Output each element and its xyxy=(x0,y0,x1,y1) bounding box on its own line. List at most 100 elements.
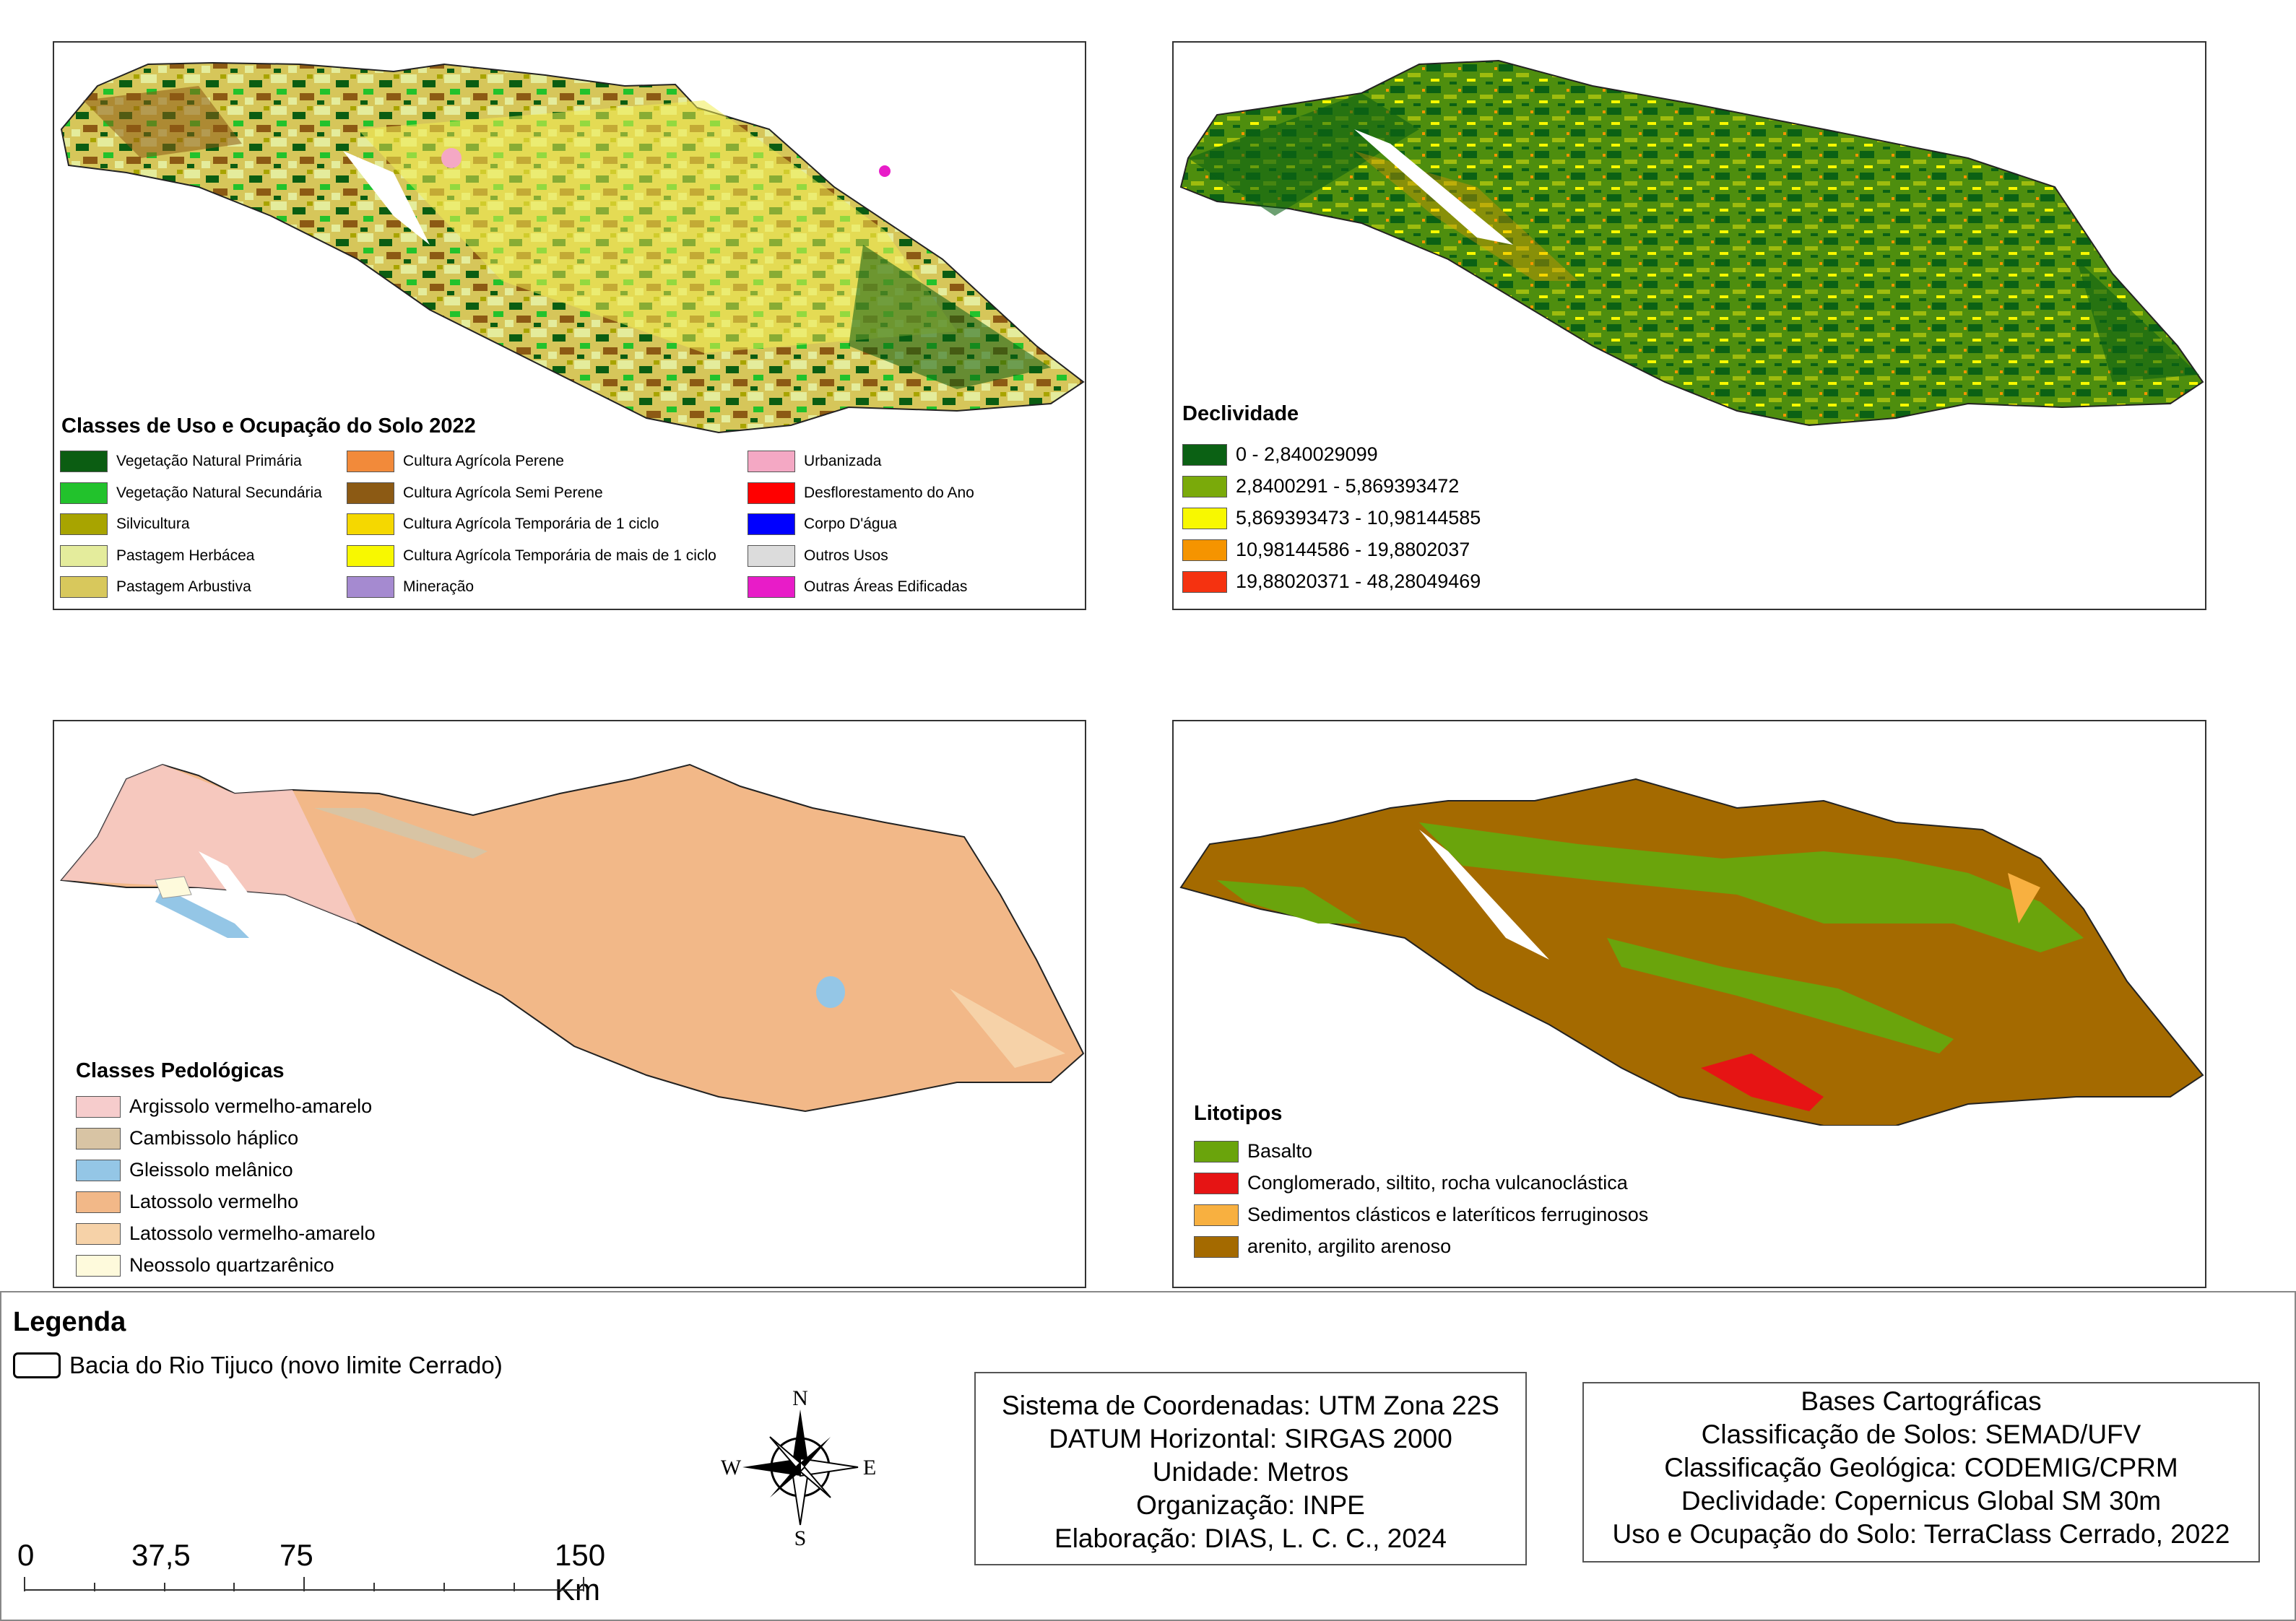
geology-legend-item: Basalto xyxy=(1194,1140,1312,1162)
land-use-legend-label: Outros Usos xyxy=(804,547,888,564)
land-use-legend-item: Pastagem Herbácea xyxy=(60,544,254,567)
slope-legend-title: Declividade xyxy=(1182,402,1299,425)
geology-legend-item: arenito, argilito arenoso xyxy=(1194,1235,1451,1258)
land-use-legend-item: Desflorestamento do Ano xyxy=(748,482,974,504)
soils-legend-item: Neossolo quartzarênico xyxy=(76,1254,334,1277)
soils-legend-label: Argissolo vermelho-amarelo xyxy=(129,1095,373,1117)
soils-legend-item: Latossolo vermelho-amarelo xyxy=(76,1222,376,1245)
basin-outline-swatch xyxy=(13,1352,61,1378)
scale-label-37-5: 37,5 xyxy=(131,1538,191,1572)
land-use-legend-item: Cultura Agrícola Semi Perene xyxy=(347,482,603,504)
land-use-swatch xyxy=(748,544,795,567)
geology-legend-label: arenito, argilito arenoso xyxy=(1247,1235,1452,1257)
coord-line-3: Unidade: Metros xyxy=(1152,1457,1349,1487)
geology-map xyxy=(1179,778,2204,1126)
scale-label-75: 75 xyxy=(280,1538,313,1572)
soils-legend-item: Gleissolo melânico xyxy=(76,1159,293,1181)
land-use-map xyxy=(60,61,1085,434)
coord-line-5: Elaboração: DIAS, L. C. C., 2024 xyxy=(1054,1524,1447,1553)
soils-swatch xyxy=(76,1222,121,1245)
land-use-legend-label: Outras Áreas Edificadas xyxy=(804,578,968,595)
land-use-legend-item: Urbanizada xyxy=(748,451,881,472)
coord-line-4: Organização: INPE xyxy=(1136,1490,1365,1520)
geology-legend-label: Conglomerado, siltito, rocha vulcanoclás… xyxy=(1247,1172,1628,1194)
land-use-swatch xyxy=(748,576,795,598)
basin-legend-item: Bacia do Rio Tijuco (novo limite Cerrado… xyxy=(13,1352,503,1379)
tijuco-basin-soils xyxy=(60,763,1085,1113)
land-use-legend-label: Vegetação Natural Primária xyxy=(116,453,302,469)
geology-swatch xyxy=(1194,1204,1239,1226)
slope-legend-item: 0 - 2,840029099 xyxy=(1182,443,1378,466)
soils-swatch xyxy=(76,1159,121,1181)
slope-panel: Declividade 0 - 2,840029099 2,8400291 - 5… xyxy=(1172,41,2206,610)
land-use-legend-title: Classes de Uso e Ocupação do Solo 2022 xyxy=(61,414,476,438)
slope-legend-item: 2,8400291 - 5,869393472 xyxy=(1182,475,1459,497)
geology-swatch xyxy=(1194,1140,1239,1162)
sources-line-5: Uso e Ocupação do Solo: TerraClass Cerra… xyxy=(1612,1519,2230,1549)
slope-legend-item: 5,869393473 - 10,98144585 xyxy=(1182,507,1481,529)
bottom-legend-frame: Legenda Bacia do Rio Tijuco (novo limite… xyxy=(0,1291,2296,1621)
soils-legend-item: Latossolo vermelho xyxy=(76,1191,298,1213)
soils-swatch xyxy=(76,1191,121,1213)
land-use-legend-label: Pastagem Arbustiva xyxy=(116,578,251,595)
slope-legend-label: 19,88020371 - 48,28049469 xyxy=(1236,570,1481,592)
scale-bar-graphic xyxy=(24,1577,584,1591)
compass-e: E xyxy=(863,1456,876,1479)
land-use-swatch xyxy=(748,482,795,504)
soils-map xyxy=(60,763,1085,1113)
tijuco-basin-slope xyxy=(1179,59,2204,427)
slope-legend-label: 10,98144586 - 19,8802037 xyxy=(1236,539,1470,560)
land-use-swatch xyxy=(60,513,108,535)
land-use-swatch xyxy=(60,482,108,504)
compass-n: N xyxy=(792,1388,808,1410)
coordinate-system-box: Sistema de Coordenadas: UTM Zona 22S DAT… xyxy=(974,1372,1527,1565)
slope-swatch xyxy=(1182,570,1227,593)
land-use-legend-label: Mineração xyxy=(403,578,475,595)
slope-swatch xyxy=(1182,539,1227,561)
tijuco-basin-land-use xyxy=(60,61,1085,434)
compass-w: W xyxy=(721,1456,742,1479)
soils-panel: Classes Pedológicas Argissolo vermelho-a… xyxy=(53,720,1086,1288)
geology-legend-item: Conglomerado, siltito, rocha vulcanoclás… xyxy=(1194,1172,1628,1194)
land-use-swatch xyxy=(60,576,108,598)
soils-legend-label: Latossolo vermelho-amarelo xyxy=(129,1222,376,1244)
land-use-legend-item: Cultura Agrícola Perene xyxy=(347,451,564,472)
geology-legend-item: Sedimentos clásticos e lateríticos ferru… xyxy=(1194,1204,1648,1226)
land-use-legend-item: Corpo D'água xyxy=(748,513,897,535)
scale-label-150: 150 Km xyxy=(555,1538,606,1607)
soils-legend-title: Classes Pedológicas xyxy=(76,1059,285,1082)
soils-legend-item: Cambissolo háplico xyxy=(76,1127,298,1150)
compass-rose-icon: N S E W xyxy=(721,1388,876,1547)
slope-legend-item: 19,88020371 - 48,28049469 xyxy=(1182,570,1481,593)
soils-swatch xyxy=(76,1127,121,1150)
sources-line-3: Classificação Geológica: CODEMIG/CPRM xyxy=(1664,1453,2178,1482)
land-use-legend-item: Outros Usos xyxy=(748,544,888,567)
geology-legend-label: Sedimentos clásticos e lateríticos ferru… xyxy=(1247,1204,1649,1225)
land-use-legend-label: Cultura Agrícola Perene xyxy=(403,453,564,469)
geology-legend-title: Litotipos xyxy=(1194,1102,1283,1125)
land-use-swatch xyxy=(347,576,394,598)
scale-bar: 0 37,5 75 150 Km xyxy=(17,1538,659,1607)
land-use-swatch xyxy=(347,451,394,472)
soils-legend-label: Gleissolo melânico xyxy=(129,1159,293,1181)
slope-legend-label: 5,869393473 - 10,98144585 xyxy=(1236,507,1481,529)
geology-swatch xyxy=(1194,1235,1239,1258)
compass-s: S xyxy=(794,1526,807,1547)
land-use-legend-item: Cultura Agrícola Temporária de 1 ciclo xyxy=(347,513,659,535)
land-use-legend-label: Silvicultura xyxy=(116,516,190,532)
tijuco-basin-geology xyxy=(1179,778,2204,1126)
slope-legend-label: 2,8400291 - 5,869393472 xyxy=(1236,475,1460,497)
land-use-legend-label: Vegetação Natural Secundária xyxy=(116,484,322,501)
land-use-legend-item: Vegetação Natural Secundária xyxy=(60,482,322,504)
land-use-legend-label: Cultura Agrícola Temporária de 1 ciclo xyxy=(403,516,659,532)
soils-swatch xyxy=(76,1254,121,1277)
coord-line-1: Sistema de Coordenadas: UTM Zona 22S xyxy=(1002,1391,1499,1420)
land-use-legend-item: Silvicultura xyxy=(60,513,190,535)
land-use-legend-item: Cultura Agrícola Temporária de mais de 1… xyxy=(347,544,716,567)
soils-legend-label: Neossolo quartzarênico xyxy=(129,1254,334,1276)
slope-swatch xyxy=(1182,443,1227,466)
land-use-legend-label: Desflorestamento do Ano xyxy=(804,484,974,501)
sources-line-4: Declividade: Copernicus Global SM 30m xyxy=(1681,1486,2162,1516)
cartographic-sources-box: Bases Cartográficas Classificação de Sol… xyxy=(1582,1382,2260,1563)
slope-legend-label: 0 - 2,840029099 xyxy=(1236,443,1378,465)
